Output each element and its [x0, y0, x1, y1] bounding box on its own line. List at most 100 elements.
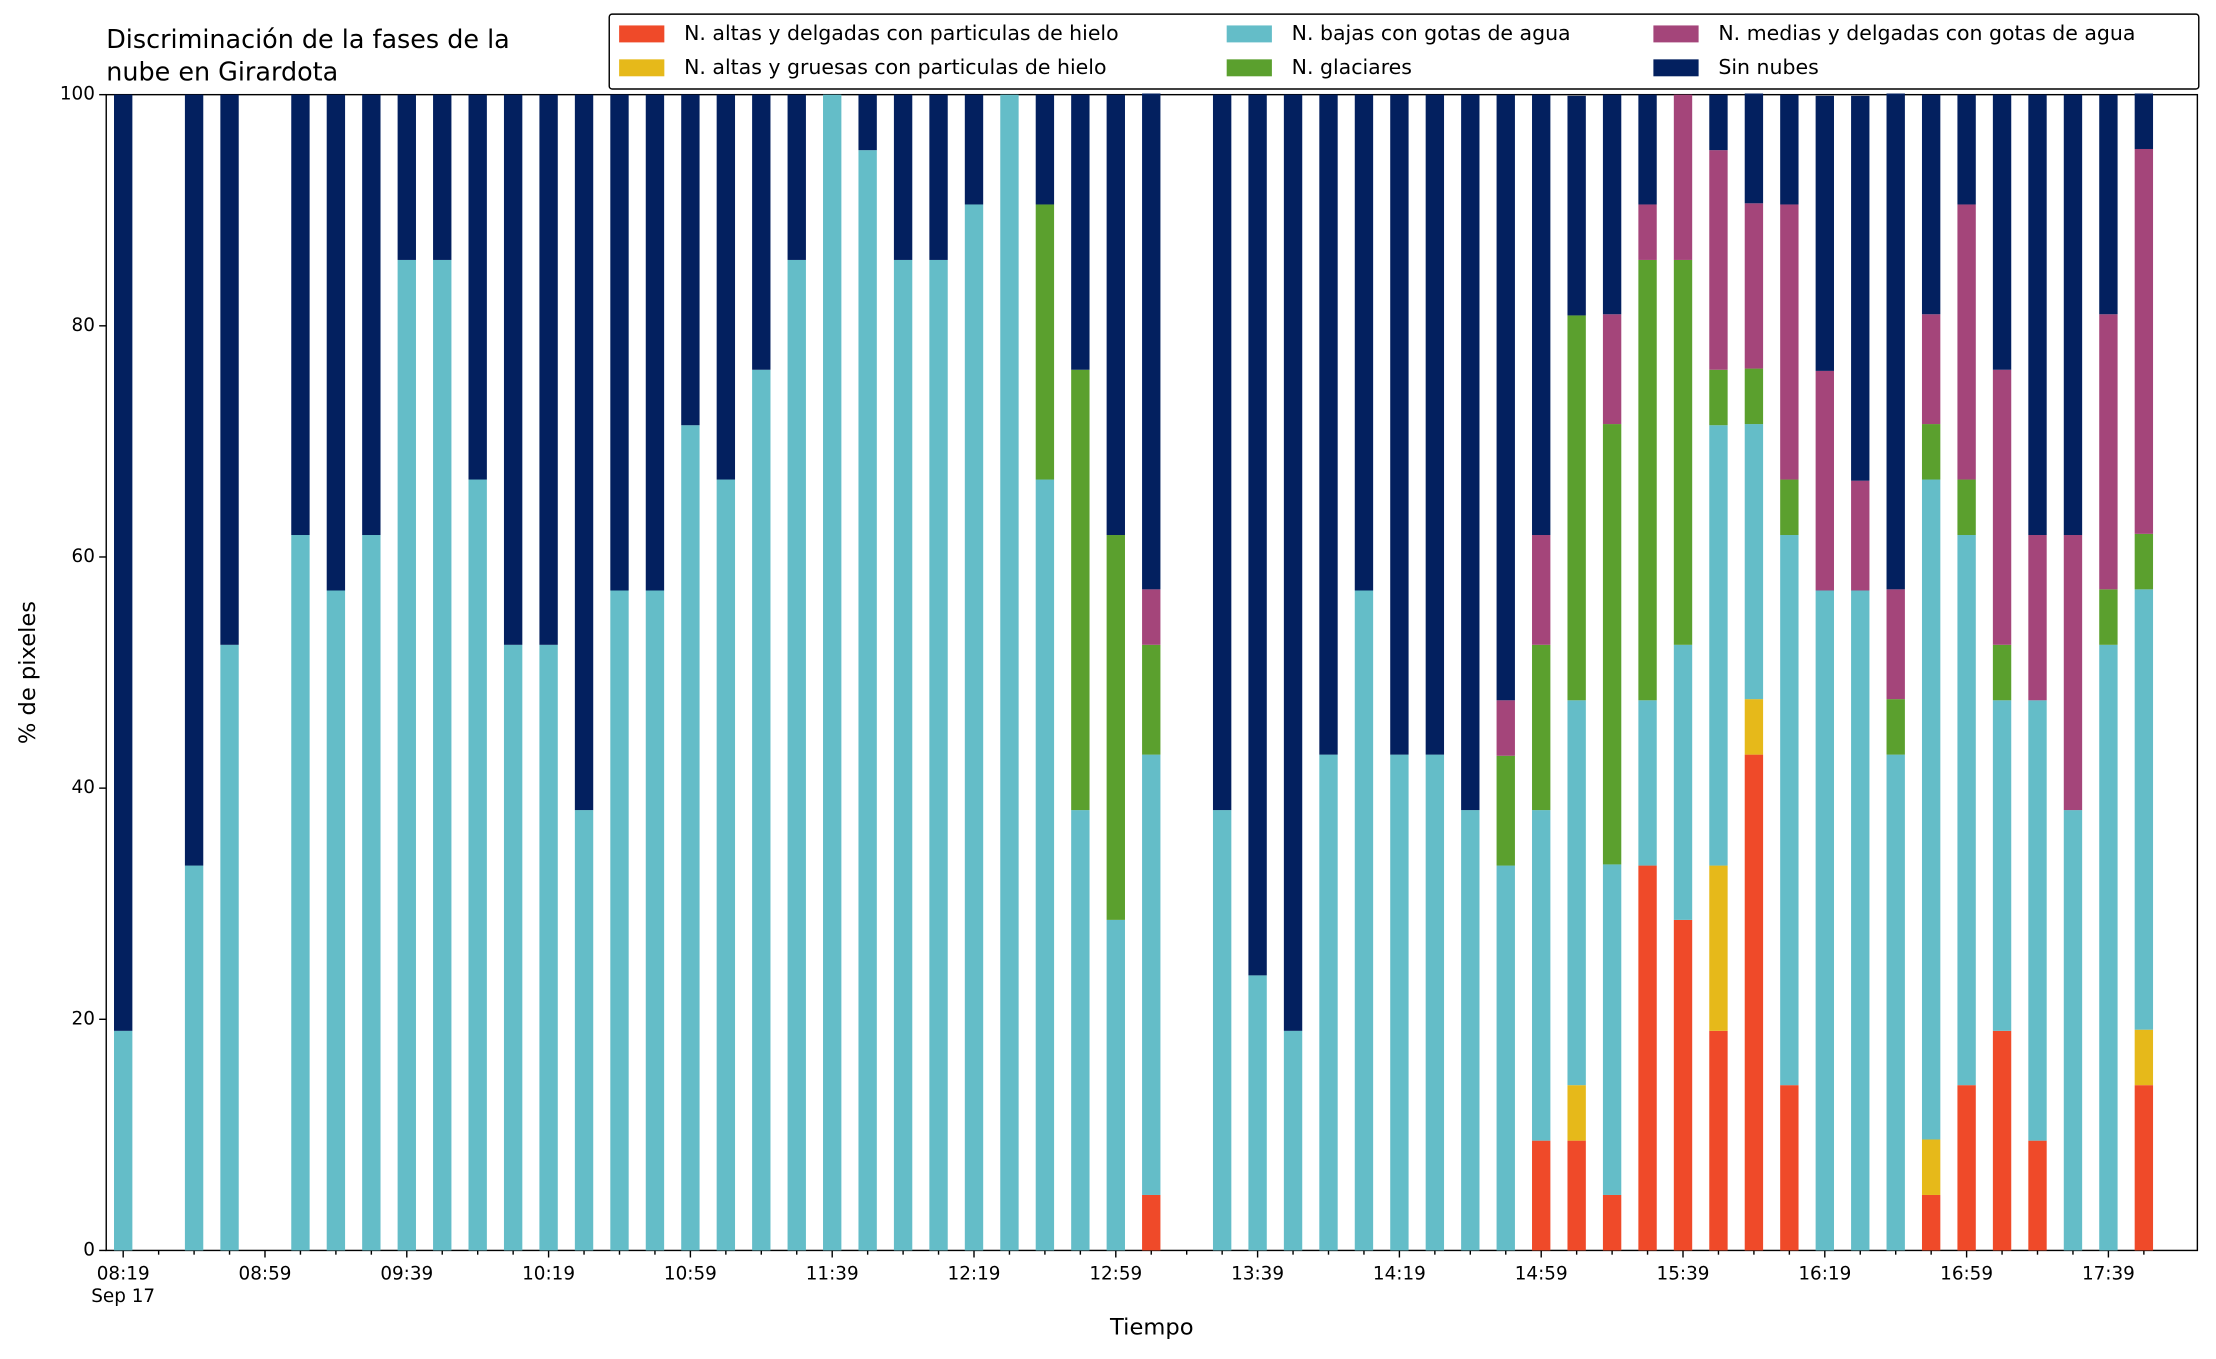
- bar-segment: [1851, 480, 1870, 591]
- bar-segment: [1886, 589, 1905, 700]
- bar-segment: [1921, 1139, 1941, 1195]
- x-tick-label: 08:59: [239, 1263, 292, 1284]
- x-tick-label: 08:19: [97, 1263, 150, 1284]
- bar-segment: [1673, 94, 1693, 260]
- bar-segment: [1354, 590, 1374, 1251]
- bar-segment: [787, 259, 806, 1251]
- bar-segment: [1992, 369, 2012, 645]
- bar-segment: [2099, 94, 2118, 315]
- bar-segment: [2028, 700, 2047, 1141]
- bar-segment: [397, 94, 416, 260]
- bar-segment: [1815, 370, 1834, 591]
- bar-segment: [1709, 1030, 1728, 1251]
- bar-segment: [893, 259, 913, 1251]
- x-tick-label: 16:19: [1798, 1263, 1851, 1284]
- legend-label: N. altas y delgadas con particulas de hi…: [684, 21, 1119, 45]
- bar-segment: [1957, 1085, 1976, 1251]
- bar-segment: [1602, 864, 1622, 1195]
- bar-segment: [752, 369, 771, 1251]
- bar-segment: [1035, 479, 1055, 1251]
- bar-segment: [1709, 150, 1728, 370]
- bar-segment: [1567, 1140, 1586, 1251]
- x-tick-label: 10:59: [664, 1263, 717, 1284]
- bar-segment: [1673, 644, 1693, 920]
- bar-segment: [2063, 535, 2083, 811]
- bar-segment: [1673, 259, 1693, 645]
- x-tick-label: 16:59: [1940, 1263, 1993, 1284]
- bar-segment: [1886, 754, 1905, 1251]
- x-tick-label: 17:39: [2082, 1263, 2135, 1284]
- bar-segment: [964, 204, 984, 1251]
- bar-segment: [1709, 865, 1728, 1031]
- bar-segment: [1142, 644, 1161, 755]
- bar-segment: [1992, 94, 2012, 370]
- bar-segment: [291, 535, 310, 1251]
- bar-segment: [1780, 1085, 1799, 1251]
- bar-segment: [716, 479, 736, 1251]
- bar-segment: [539, 94, 558, 645]
- bar-segment: [433, 259, 452, 1251]
- bar-segment: [1354, 94, 1374, 591]
- bar-segment: [2134, 1085, 2154, 1251]
- legend-swatch: [1653, 25, 1699, 43]
- bar-segment: [1638, 259, 1657, 701]
- y-tick-label: 0: [83, 1239, 95, 1260]
- bar-segment: [1532, 94, 1551, 536]
- bar-segment: [220, 94, 239, 645]
- bar-segment: [1071, 369, 1090, 811]
- legend-swatch: [1653, 59, 1699, 77]
- y-tick-label: 40: [72, 777, 95, 798]
- bar-segment: [1744, 93, 1764, 204]
- bar-segment: [681, 94, 700, 426]
- x-tick-label: 13:39: [1231, 1263, 1284, 1284]
- chart-title: Discriminación de la fases de la: [106, 24, 510, 54]
- bar-segment: [1319, 754, 1338, 1251]
- bar-segment: [1709, 94, 1728, 151]
- bar-segment: [1248, 975, 1267, 1251]
- bar-segment: [1815, 95, 1834, 371]
- x-tick-label: 11:39: [806, 1263, 859, 1284]
- bar-segment: [2134, 1029, 2154, 1086]
- bar-segment: [1744, 424, 1764, 700]
- legend-label: Sin nubes: [1718, 55, 1818, 79]
- x-tick-label: 12:59: [1089, 1263, 1142, 1284]
- bar-segment: [2063, 810, 2083, 1251]
- bar-segment: [1992, 644, 2012, 701]
- bar-segment: [1921, 314, 1941, 425]
- x-tick-label: 14:19: [1373, 1263, 1426, 1284]
- bar-segment: [610, 94, 629, 591]
- bar-segment: [1602, 1194, 1622, 1251]
- bar-segment: [362, 535, 381, 1251]
- bar-segment: [503, 94, 523, 645]
- x-axis-label: Tiempo: [1109, 1315, 1193, 1341]
- bar-segment: [1496, 700, 1515, 756]
- y-tick-label: 20: [72, 1008, 95, 1029]
- bar-segment: [1425, 94, 1445, 755]
- bar-segment: [1992, 1030, 2012, 1251]
- bar-segment: [1319, 94, 1338, 755]
- bar-segment: [1106, 535, 1125, 920]
- y-tick-label: 80: [72, 315, 95, 336]
- bar-segment: [1638, 204, 1657, 260]
- bar-segment: [1532, 644, 1551, 811]
- bar-segment: [752, 94, 771, 370]
- bar-segment: [1921, 94, 1941, 315]
- bar-segment: [1638, 94, 1657, 205]
- bar-segment: [1567, 315, 1586, 701]
- bar-segment: [823, 94, 842, 1251]
- legend-swatch: [1226, 59, 1272, 77]
- bar-segment: [1638, 865, 1657, 1251]
- bar-segment: [1390, 754, 1409, 1251]
- bar-segment: [1461, 810, 1480, 1251]
- bar-segment: [1496, 755, 1515, 866]
- bar-segment: [1035, 204, 1055, 480]
- bar-segment: [645, 94, 665, 591]
- bar-segment: [1567, 700, 1586, 1086]
- bar-segment: [929, 94, 948, 260]
- bar-segment: [716, 94, 736, 480]
- bar-segment: [114, 94, 133, 1031]
- bar-segment: [1532, 1140, 1551, 1251]
- legend-label: N. bajas con gotas de agua: [1292, 21, 1571, 45]
- bar-segment: [1212, 94, 1232, 811]
- bar-segment: [1461, 94, 1480, 811]
